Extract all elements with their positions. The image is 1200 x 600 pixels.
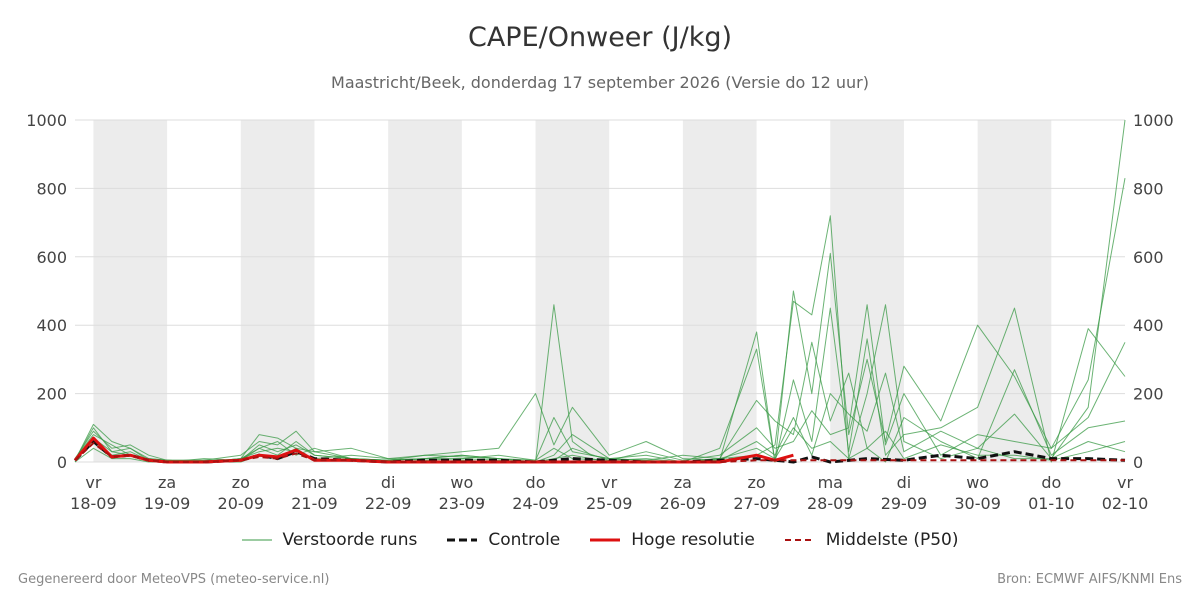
x-tick-date: 30-09 (954, 494, 1001, 513)
y-tick-label-right: 0 (1133, 453, 1143, 472)
x-tick-date: 18-09 (70, 494, 117, 513)
legend-median-label: Middelste (P50) (825, 530, 959, 550)
x-tick-date: 21-09 (291, 494, 338, 513)
x-tick-date: 01-10 (1028, 494, 1075, 513)
x-tick-day: do (526, 473, 546, 492)
x-tick-day: zo (747, 473, 765, 492)
series-line-high-res (73, 436, 794, 464)
series-line-perturbed (74, 307, 1126, 463)
day-band (240, 120, 315, 462)
x-tick-day: ma (302, 473, 327, 492)
legend-high-res-label: Hoge resolutie (631, 530, 755, 550)
x-tick-date: 22-09 (365, 494, 412, 513)
legend-control-swatch (447, 538, 478, 542)
x-tick-day: di (381, 473, 396, 492)
y-tick-label-right: 200 (1133, 385, 1164, 404)
legend-median: Middelste (P50) (784, 530, 959, 550)
x-tick-date: 27-09 (733, 494, 780, 513)
day-band (977, 120, 1052, 462)
x-tick-day: wo (966, 473, 989, 492)
x-tick-date: 25-09 (586, 494, 633, 513)
chart-subtitle: Maastricht/Beek, donderdag 17 september … (331, 73, 869, 92)
x-tick-day: di (897, 473, 912, 492)
y-tick-label-right: 800 (1133, 179, 1164, 198)
legend-control-label: Controle (488, 530, 561, 550)
x-tick-day: vr (601, 473, 617, 492)
legend-control: Controle (447, 530, 560, 550)
y-tick-label-right: 400 (1133, 316, 1164, 335)
y-tick-label-right: 600 (1133, 248, 1164, 267)
y-tick-label-left: 200 (36, 385, 67, 404)
x-tick-day: vr (85, 473, 101, 492)
series-line-median (74, 442, 1125, 463)
legend-perturbed: Verstoorde runs (241, 530, 418, 550)
x-tick-day: do (1041, 473, 1061, 492)
y-tick-label-left: 0 (57, 453, 67, 472)
day-band (682, 120, 757, 462)
day-band (535, 120, 610, 462)
x-tick-date: 23-09 (439, 494, 486, 513)
legend-median-swatch (784, 539, 815, 541)
y-tick-label-left: 800 (36, 179, 67, 198)
footer-generated-by: Gegenereerd door MeteoVPS (meteo-service… (18, 572, 330, 587)
chart-legend: Verstoorde runs Controle Hoge resolutie … (0, 530, 1200, 550)
x-tick-date: 28-09 (807, 494, 854, 513)
x-tick-date: 19-09 (144, 494, 191, 513)
x-tick-date: 29-09 (881, 494, 928, 513)
day-band (388, 120, 462, 462)
legend-perturbed-swatch (241, 539, 272, 541)
y-tick-label-left: 400 (36, 316, 67, 335)
chart-title: CAPE/Onweer (J/kg) (467, 22, 732, 53)
legend-high-res: Hoge resolutie (590, 530, 755, 550)
footer-source: Bron: ECMWF AIFS/KNMI Ens (997, 572, 1182, 587)
x-tick-date: 26-09 (660, 494, 707, 513)
y-tick-label-left: 1000 (26, 111, 67, 130)
x-tick-day: za (158, 473, 176, 492)
x-tick-day: wo (450, 473, 473, 492)
legend-perturbed-label: Verstoorde runs (282, 530, 418, 550)
y-tick-label-left: 600 (36, 248, 67, 267)
x-tick-day: za (674, 473, 692, 492)
legend-high-res-swatch (590, 538, 621, 542)
x-tick-date: 24-09 (512, 494, 559, 513)
series-line-perturbed (74, 178, 1126, 463)
y-tick-label-right: 1000 (1133, 111, 1174, 130)
x-tick-day: vr (1117, 473, 1133, 492)
day-band (93, 120, 168, 462)
x-tick-date: 20-09 (218, 494, 265, 513)
x-tick-day: ma (818, 473, 843, 492)
x-tick-date: 02-10 (1102, 494, 1149, 513)
x-tick-day: zo (232, 473, 250, 492)
